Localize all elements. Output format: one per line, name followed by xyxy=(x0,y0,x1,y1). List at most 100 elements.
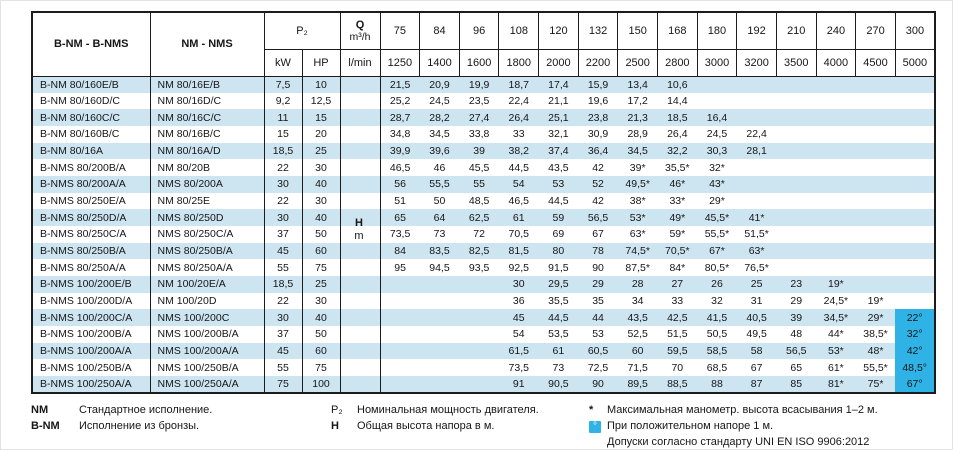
power-kw: 22 xyxy=(264,192,303,210)
head-value-cell: 58,5 xyxy=(697,342,737,360)
head-column-spacer xyxy=(340,226,381,243)
head-value-cell: 53* xyxy=(816,342,856,360)
legend-text-p2: Номинальная мощность двигателя. xyxy=(357,403,539,416)
head-value-cell: 34,5 xyxy=(429,128,450,141)
head-value-cell: 23,8 xyxy=(578,109,618,127)
head-value-cell: 23,5 xyxy=(468,95,490,107)
head-value-cell: 33 xyxy=(671,295,684,308)
power-hp: 25 xyxy=(302,276,341,293)
head-value-cell: 19,6 xyxy=(587,95,609,107)
head-value-cell xyxy=(816,109,856,127)
flow-header-cell: 180 xyxy=(696,11,738,50)
head-value-cell xyxy=(737,93,777,110)
model-nm: NM 100/20D xyxy=(150,292,265,310)
head-value-cell: 28,7 xyxy=(380,109,420,127)
flow-header-cell: 3000 xyxy=(696,48,738,77)
head-value-cell: 67 xyxy=(750,361,763,374)
head-value-cell: 90 xyxy=(592,261,604,274)
model-bnm: B-NMS 100/200A/A xyxy=(32,342,151,360)
legend-marker-nm: NM xyxy=(31,403,49,416)
head-value-cell: 59,5 xyxy=(657,342,698,360)
flow-header-cell: 132 xyxy=(577,11,619,50)
head-value-cell: 48,5 xyxy=(468,195,490,208)
head-value-cell: 44,5 xyxy=(508,161,529,174)
head-value-cell xyxy=(816,93,856,110)
head-value-cell: 25,1 xyxy=(538,109,579,127)
head-value-cell: 18,7 xyxy=(498,76,539,93)
pump-row: B-NMS 100/250B/A NMS 100/250B/A 55 75 73,5 73… xyxy=(32,359,935,377)
head-value-cell: 50,5 xyxy=(706,328,728,341)
head-value-cell: 29* xyxy=(709,195,725,208)
head-value-cell: 48 xyxy=(790,328,803,341)
pump-row: B-NMS 100/200E/B NM 100/20E/A 18,5 25 30 29,5… xyxy=(32,276,935,293)
head-value-cell: 69 xyxy=(552,228,565,241)
head-value-cell xyxy=(895,193,935,210)
head-value-cell: 37,4 xyxy=(538,142,579,160)
head-value-cell: 58 xyxy=(736,342,777,360)
head-value-cell: 19* xyxy=(867,295,884,308)
power-hp: 75 xyxy=(302,259,341,277)
head-value-cell: 34,5* xyxy=(816,309,856,327)
head-value-cell: 36 xyxy=(512,295,525,308)
head-value-cell xyxy=(459,309,499,327)
flow-header-cell: 192 xyxy=(736,11,777,50)
head-value-cell xyxy=(776,176,817,193)
model-nm: NMS 80/250B/A xyxy=(150,242,265,260)
head-value-cell: 42 xyxy=(592,161,604,174)
head-value-cell: 39 xyxy=(459,142,499,160)
head-value-cell: 13,4 xyxy=(617,76,658,93)
power-hp: 20 xyxy=(302,126,341,143)
pump-row: B-NM 80/160E/B NM 80/16E/B 7,5 10 21,5 20,9 19… xyxy=(32,76,935,93)
legend-text-degree: При положительном напоре 1 м. xyxy=(607,419,774,432)
head-value-cell xyxy=(419,276,460,293)
head-value-cell: 52,5 xyxy=(627,328,648,341)
head-value-cell: 61 xyxy=(538,342,579,360)
head-value-cell xyxy=(776,93,816,110)
head-value-cell: 55,5* xyxy=(863,361,888,374)
head-value-cell: 32 xyxy=(711,295,723,308)
head-value-cell: 43* xyxy=(697,176,737,193)
model-nm: NM 80/16E/B xyxy=(150,76,265,93)
pump-row: B-NMS 100/200D/A NM 100/20D 22 30 36 35,5 35 34… xyxy=(32,292,935,310)
head-column-spacer xyxy=(340,92,381,110)
head-value-cell: 28,9 xyxy=(627,128,648,141)
model-nm: NMS 100/250A/A xyxy=(150,376,265,393)
legend-marker-star: * xyxy=(589,403,594,416)
head-value-cell xyxy=(776,242,817,260)
head-value-cell xyxy=(816,193,856,210)
flow-header-cell: 210 xyxy=(775,11,817,50)
power-hp: 40 xyxy=(302,176,341,193)
flow-header-cell: 96 xyxy=(458,11,500,50)
head-value-cell xyxy=(856,126,896,143)
head-value-cell: 43,5 xyxy=(548,161,569,174)
head-value-cell: 55,5 xyxy=(419,176,460,193)
head-value-cell xyxy=(420,293,460,310)
head-value-cell xyxy=(776,159,816,176)
head-value-cell: 73,5 xyxy=(508,361,529,374)
head-value-cell: 48,5° xyxy=(895,359,935,377)
head-value-cell: 85 xyxy=(776,376,817,393)
head-value-cell: 46,5 xyxy=(508,195,529,208)
legend-item-bnm: B-NM Исполнение из бронзы. xyxy=(31,419,331,434)
head-value-cell: 33,8 xyxy=(468,128,490,141)
head-value-cell: 28,1 xyxy=(736,142,777,160)
head-value-cell xyxy=(459,359,499,376)
model-bnm: B-NM 80/160B/C xyxy=(32,126,151,143)
header-row-lmin: kW HP l/min 1250 1400 1600 1800 2000 2200 2500… xyxy=(32,48,936,77)
head-value-cell: 55,5* xyxy=(704,228,730,241)
head-value-cell xyxy=(895,176,935,193)
head-value-cell xyxy=(856,193,896,210)
head-value-cell: 51,5* xyxy=(744,228,769,241)
head-value-cell: 60,5 xyxy=(578,342,618,360)
head-value-cell: 41* xyxy=(736,209,777,227)
power-kw: 11 xyxy=(264,109,303,127)
model-nm: NMS 100/200C xyxy=(150,309,265,327)
head-value-cell: 42° xyxy=(895,342,935,360)
legend-group-notes: * Максимальная манометр. высота всасыван… xyxy=(589,403,936,451)
head-value-cell xyxy=(895,276,935,293)
head-value-cell: 53,5 xyxy=(548,328,569,341)
head-value-cell: 91,5 xyxy=(548,261,569,274)
head-value-cell xyxy=(736,76,777,93)
head-column-spacer xyxy=(340,359,381,377)
flow-header-cell: 1800 xyxy=(498,48,540,77)
